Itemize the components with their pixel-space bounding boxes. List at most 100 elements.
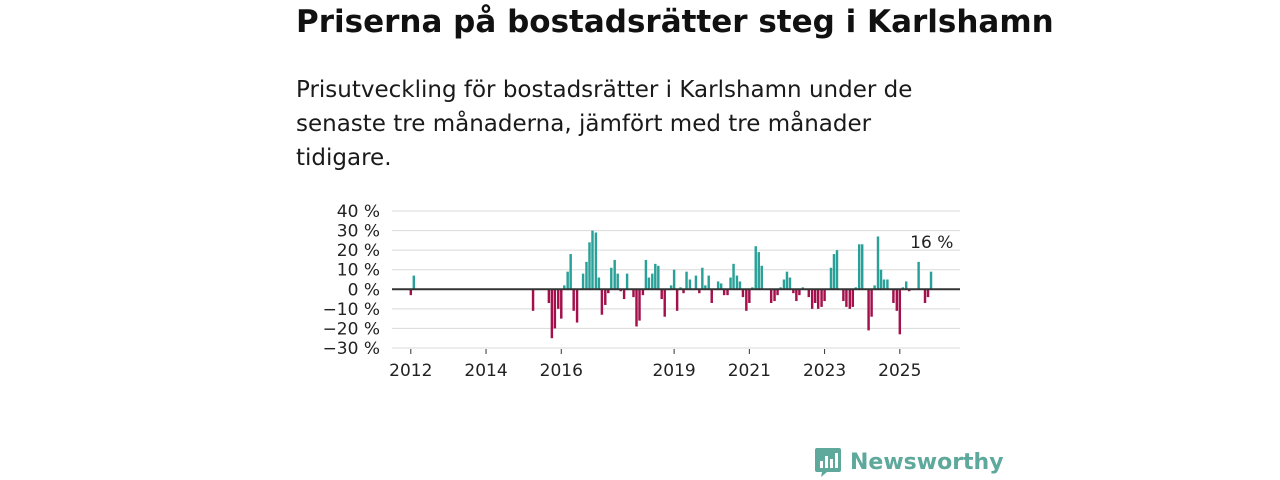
bar <box>604 289 607 305</box>
bar <box>726 289 729 296</box>
bar <box>566 271 569 290</box>
bar <box>710 289 713 303</box>
bar <box>719 283 723 290</box>
bar <box>895 289 899 311</box>
bar <box>873 285 876 290</box>
bar <box>600 289 604 315</box>
bar <box>898 289 902 335</box>
bar <box>622 289 626 300</box>
bar <box>547 289 551 303</box>
bar <box>813 289 817 303</box>
bar <box>795 289 798 302</box>
x-tick-label: 2019 <box>652 361 695 381</box>
bar <box>704 285 707 290</box>
bar <box>610 267 613 290</box>
bar <box>879 269 883 290</box>
bar <box>585 261 588 290</box>
bar <box>748 289 751 303</box>
x-axis: 2012 2014 2016 2019 2021 2023 2025 <box>389 349 921 381</box>
bar <box>860 244 864 290</box>
last-value-annotation: 16 % <box>910 233 953 253</box>
bar <box>654 263 657 290</box>
newsworthy-logo-icon <box>815 448 841 477</box>
bars <box>409 230 933 339</box>
bar <box>625 273 629 290</box>
bar <box>660 289 663 300</box>
bar <box>412 275 416 290</box>
bar <box>569 254 572 290</box>
y-tick-label: 30 % <box>337 222 380 242</box>
bar <box>867 289 870 331</box>
bar <box>591 230 594 290</box>
bar <box>669 285 673 290</box>
bar <box>685 271 688 290</box>
brand-name: Newsworthy <box>850 449 1004 475</box>
bar <box>829 267 833 290</box>
bar <box>792 289 795 294</box>
bar <box>798 289 801 296</box>
bar <box>553 289 557 329</box>
bar <box>651 273 654 290</box>
bar <box>851 289 855 307</box>
bar <box>613 259 616 290</box>
bar <box>698 289 701 294</box>
bar <box>810 289 814 309</box>
bar <box>575 289 579 323</box>
bar <box>638 289 641 321</box>
bar <box>557 289 560 309</box>
bar <box>923 289 927 303</box>
bar <box>675 289 679 311</box>
bar <box>857 244 861 290</box>
bar <box>842 289 845 302</box>
y-axis: 40 %30 %20 %10 %0 %−10 %−20 %−30 % <box>323 202 380 359</box>
y-tick-label: −10 % <box>323 300 380 320</box>
bar <box>785 271 789 290</box>
bar <box>729 277 732 290</box>
bar <box>823 289 826 302</box>
bar <box>657 265 660 290</box>
bar <box>572 289 575 311</box>
bar <box>754 246 757 290</box>
bar <box>870 289 873 317</box>
x-tick-label: 2025 <box>878 361 921 381</box>
bar <box>597 277 601 290</box>
bar <box>816 289 820 309</box>
bar <box>735 275 739 290</box>
bar <box>635 289 638 327</box>
bar <box>644 259 648 290</box>
bar <box>892 289 895 303</box>
bar <box>607 289 610 294</box>
bar <box>876 236 880 290</box>
bar <box>563 285 566 290</box>
bar <box>835 250 839 290</box>
y-tick-label: 40 % <box>337 202 380 222</box>
bar <box>904 281 908 290</box>
x-tick-label: 2012 <box>389 361 432 381</box>
bar <box>738 281 742 290</box>
bar <box>820 289 823 307</box>
bar <box>409 289 413 296</box>
bar <box>707 275 710 290</box>
y-tick-label: 10 % <box>337 261 380 281</box>
y-tick-label: 20 % <box>337 241 380 261</box>
bar <box>773 289 776 302</box>
y-tick-label: −30 % <box>323 339 380 359</box>
bar <box>886 279 889 290</box>
bar <box>926 289 930 298</box>
bar <box>917 261 920 290</box>
bar <box>694 275 698 290</box>
bar <box>672 269 676 290</box>
bar <box>757 252 760 290</box>
bar <box>682 289 685 294</box>
bar <box>788 277 792 290</box>
bar <box>882 279 886 290</box>
bar <box>845 289 848 307</box>
bar <box>531 289 535 311</box>
bar <box>641 289 645 296</box>
x-tick-label: 2016 <box>540 361 583 381</box>
bar <box>722 289 726 296</box>
bar <box>588 242 591 290</box>
x-tick-label: 2023 <box>803 361 846 381</box>
bar <box>745 289 748 311</box>
bar <box>760 265 763 290</box>
